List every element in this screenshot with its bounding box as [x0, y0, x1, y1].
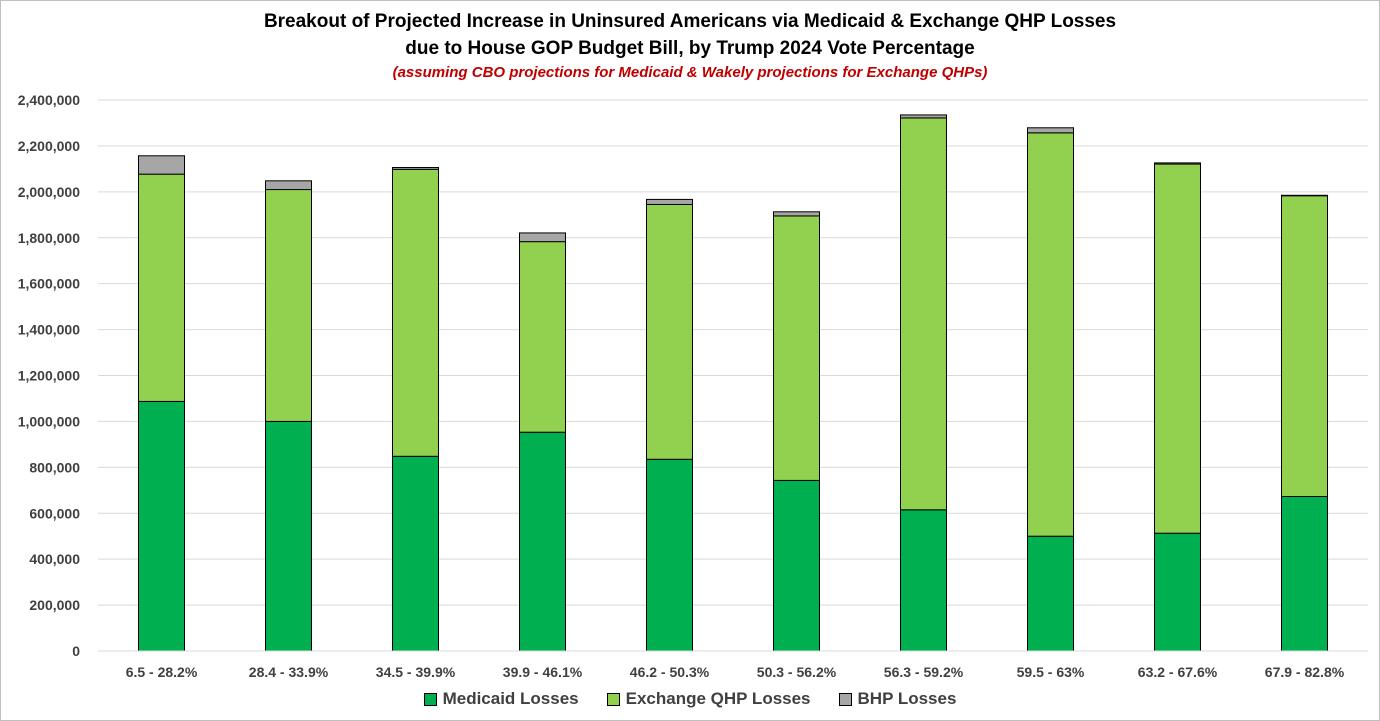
legend-item: Exchange QHP Losses: [606, 689, 811, 709]
bar-segment: [1154, 163, 1201, 534]
legend-item: Medicaid Losses: [423, 689, 579, 709]
y-tick-label: 1,800,000: [18, 230, 80, 246]
bar-segment: [1027, 132, 1074, 537]
bar-segment: [392, 455, 439, 652]
bar-segment: [519, 232, 566, 243]
chart-subtitle: (assuming CBO projections for Medicaid &…: [392, 64, 988, 81]
bar-segment: [1027, 127, 1074, 134]
bar-segment: [392, 168, 439, 457]
legend-item: BHP Losses: [838, 689, 957, 709]
bar-segment: [138, 400, 185, 652]
x-tick-label: 46.2 - 50.3%: [630, 664, 710, 680]
bar-segment: [1154, 162, 1201, 165]
bar-segment: [900, 509, 947, 652]
y-tick-label: 1,600,000: [18, 276, 80, 292]
bar-segment: [1281, 495, 1328, 652]
bar-segment: [1027, 535, 1074, 652]
y-tick-label: 2,000,000: [18, 184, 80, 200]
y-tick-label: 400,000: [29, 551, 80, 567]
x-tick-label: 6.5 - 28.2%: [126, 664, 198, 680]
bar-segment: [773, 479, 820, 652]
y-tick-label: 800,000: [29, 459, 80, 475]
bar-segment: [773, 215, 820, 481]
y-tick-label: 2,200,000: [18, 138, 80, 154]
bar-segment: [138, 155, 185, 175]
y-tick-label: 1,400,000: [18, 322, 80, 338]
bar-segment: [265, 189, 312, 422]
chart-legend: Medicaid Losses Exchange QHP Losses BHP Lo…: [0, 689, 1380, 709]
bar-segment: [646, 458, 693, 652]
y-tick-label: 200,000: [29, 597, 80, 613]
bar-segment: [646, 198, 693, 205]
x-tick-label: 56.3 - 59.2%: [884, 664, 964, 680]
legend-label: BHP Losses: [857, 689, 957, 708]
bar-segment: [646, 203, 693, 460]
y-tick-label: 1,000,000: [18, 413, 80, 429]
bar-segment: [265, 420, 312, 652]
y-tick-label: 2,400,000: [18, 92, 80, 108]
legend-swatch: [838, 692, 852, 706]
x-tick-label: 59.5 - 63%: [1017, 664, 1085, 680]
x-tick-label: 63.2 - 67.6%: [1138, 664, 1218, 680]
chart-title-line-2: due to House GOP Budget Bill, by Trump 2…: [405, 38, 975, 59]
legend-label: Medicaid Losses: [442, 689, 579, 708]
bar-segment: [392, 166, 439, 170]
y-axis: 0 200,000 400,000 600,000 800,000 1,000,000 1,…: [18, 92, 81, 659]
chart-titles: Breakout of Projected Increase in Uninsu…: [0, 8, 1380, 84]
bar-segment: [900, 117, 947, 511]
x-tick-label: 39.9 - 46.1%: [503, 664, 583, 680]
y-tick-label: 600,000: [29, 505, 80, 521]
bar-segment: [773, 211, 820, 217]
bar-segment: [1154, 532, 1201, 652]
y-tick-label: 0: [72, 643, 80, 659]
x-tick-label: 28.4 - 33.9%: [249, 664, 329, 680]
x-tick-label: 50.3 - 56.2%: [757, 664, 837, 680]
x-axis: 6.5 - 28.2% 28.4 - 33.9% 34.5 - 39.9% 39.9 …: [98, 650, 1368, 680]
legend-swatch: [606, 692, 620, 706]
x-tick-label: 67.9 - 82.8%: [1265, 664, 1345, 680]
bar-segment: [265, 180, 312, 191]
bar-segment: [519, 241, 566, 433]
chart-title-line-1: Breakout of Projected Increase in Uninsu…: [263, 11, 1117, 32]
legend-swatch: [423, 692, 437, 706]
bar-segment: [1281, 195, 1328, 497]
x-tick-label: 34.5 - 39.9%: [376, 664, 456, 680]
y-tick-label: 1,200,000: [18, 368, 80, 384]
bar-segment: [900, 114, 947, 119]
bar-segment: [138, 173, 185, 402]
legend-label: Exchange QHP Losses: [625, 689, 811, 708]
bars: [138, 114, 1328, 652]
bar-segment: [519, 431, 566, 652]
